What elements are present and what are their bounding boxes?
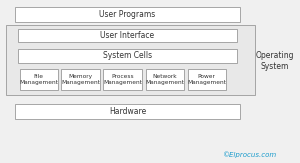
Text: User Programs: User Programs [99, 10, 156, 19]
Text: Process
Management: Process Management [103, 74, 142, 85]
FancyBboxPatch shape [15, 104, 240, 119]
FancyBboxPatch shape [188, 69, 226, 90]
FancyBboxPatch shape [6, 25, 255, 95]
Text: Hardware: Hardware [109, 107, 146, 116]
Text: Operating
System: Operating System [255, 51, 294, 71]
FancyBboxPatch shape [15, 7, 240, 22]
FancyBboxPatch shape [61, 69, 100, 90]
Text: User Interface: User Interface [100, 31, 154, 40]
Text: System Cells: System Cells [103, 52, 152, 60]
FancyBboxPatch shape [103, 69, 142, 90]
Text: File
Management: File Management [19, 74, 58, 85]
FancyBboxPatch shape [18, 49, 237, 63]
Text: Power
Management: Power Management [187, 74, 226, 85]
FancyBboxPatch shape [146, 69, 184, 90]
Text: ©Elprocus.com: ©Elprocus.com [222, 151, 276, 158]
FancyBboxPatch shape [20, 69, 58, 90]
FancyBboxPatch shape [18, 29, 237, 42]
Text: Network
Management: Network Management [145, 74, 184, 85]
Text: Memory
Management: Memory Management [61, 74, 100, 85]
